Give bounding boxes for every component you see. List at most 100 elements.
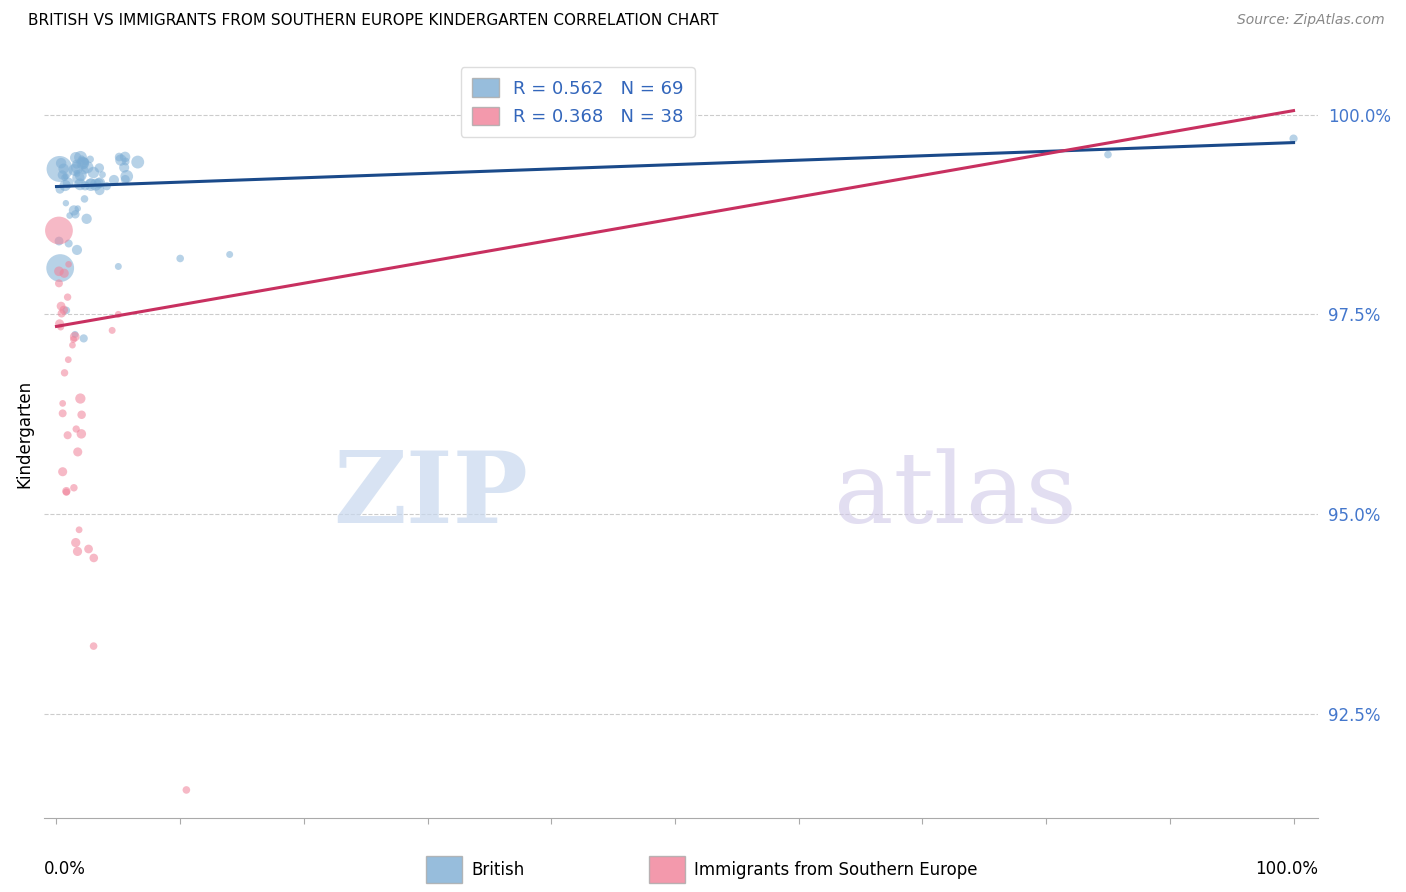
Point <box>69 178 91 192</box>
Point <box>65 535 87 549</box>
Point <box>66 445 89 459</box>
Point <box>114 150 136 164</box>
Point <box>63 327 86 342</box>
Point <box>56 428 79 442</box>
Point <box>83 639 105 653</box>
Point <box>63 329 86 343</box>
Point <box>62 338 84 352</box>
Point <box>58 257 80 271</box>
Point <box>82 165 104 179</box>
Point <box>56 290 79 304</box>
Point <box>91 168 114 182</box>
Point <box>53 366 76 380</box>
Point <box>59 209 82 223</box>
Point <box>53 170 76 185</box>
Point <box>52 396 75 410</box>
Point <box>110 153 132 167</box>
Text: ZIP: ZIP <box>333 447 529 544</box>
Text: Source: ZipAtlas.com: Source: ZipAtlas.com <box>1237 13 1385 28</box>
Point <box>66 243 89 257</box>
Point <box>49 156 72 170</box>
Point <box>66 544 89 558</box>
Point <box>107 307 129 321</box>
Point <box>96 179 118 194</box>
Point <box>83 551 105 566</box>
Point <box>65 157 87 171</box>
Point <box>87 176 110 190</box>
Point <box>73 192 96 206</box>
Point <box>55 169 77 184</box>
Point <box>76 160 98 174</box>
Point <box>65 151 87 165</box>
Point <box>69 392 91 406</box>
Point <box>51 306 73 320</box>
Point <box>218 247 240 261</box>
Point <box>55 484 77 499</box>
Point <box>69 150 91 164</box>
Point <box>65 207 87 221</box>
Point <box>52 465 75 479</box>
Point <box>108 150 131 164</box>
Point <box>67 523 90 537</box>
Point <box>52 161 75 176</box>
Point <box>49 261 72 276</box>
Point <box>79 153 101 167</box>
Point <box>58 352 80 367</box>
Point <box>103 173 125 187</box>
Point <box>107 260 129 274</box>
Point <box>70 408 93 422</box>
Point <box>49 320 72 334</box>
Point <box>48 264 70 278</box>
Text: Immigrants from Southern Europe: Immigrants from Southern Europe <box>695 861 977 880</box>
Point <box>66 166 89 180</box>
Point <box>67 171 90 186</box>
Text: British: British <box>471 861 524 880</box>
Point <box>53 178 76 193</box>
Point <box>75 178 97 193</box>
Point <box>52 302 75 317</box>
Point <box>72 156 94 170</box>
Point <box>55 485 77 500</box>
Point <box>48 277 70 291</box>
Point <box>84 178 107 192</box>
Point <box>1097 147 1119 161</box>
Point <box>77 541 100 556</box>
Point <box>63 203 86 218</box>
Point <box>63 481 86 495</box>
Point <box>48 223 70 237</box>
Point <box>49 299 72 313</box>
Point <box>80 177 103 191</box>
Text: 0.0%: 0.0% <box>44 860 86 878</box>
Point <box>89 183 111 197</box>
Text: BRITISH VS IMMIGRANTS FROM SOUTHERN EUROPE KINDERGARTEN CORRELATION CHART: BRITISH VS IMMIGRANTS FROM SOUTHERN EURO… <box>28 13 718 29</box>
Point <box>49 182 72 196</box>
Point <box>75 154 97 169</box>
Point <box>169 252 191 266</box>
Point <box>72 155 94 169</box>
Text: atlas: atlas <box>834 448 1077 543</box>
Point <box>56 176 79 190</box>
Point <box>66 202 89 216</box>
Point <box>48 161 70 176</box>
Bar <box>426 856 463 883</box>
Point <box>112 161 135 175</box>
Point <box>89 161 111 175</box>
Point <box>114 154 136 169</box>
Point <box>65 422 87 436</box>
Point <box>51 168 73 182</box>
Point <box>63 163 86 178</box>
Point <box>73 331 96 345</box>
Point <box>69 168 91 182</box>
Point <box>89 176 111 190</box>
Point <box>55 303 77 318</box>
Point <box>62 332 84 346</box>
Point <box>72 156 94 170</box>
Point <box>52 406 75 420</box>
Point <box>70 426 93 441</box>
Point <box>53 266 76 280</box>
Point <box>1282 131 1305 145</box>
Bar <box>650 856 685 883</box>
Point <box>58 236 80 251</box>
Point <box>80 178 103 192</box>
Point <box>55 196 77 211</box>
